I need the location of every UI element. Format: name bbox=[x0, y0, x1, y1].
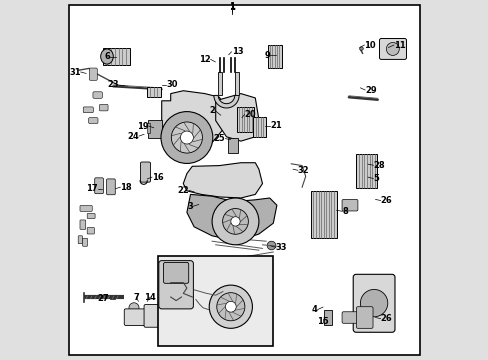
Text: 32: 32 bbox=[297, 166, 309, 175]
Text: 24: 24 bbox=[127, 132, 139, 141]
FancyBboxPatch shape bbox=[106, 179, 115, 195]
Bar bbox=[356, 154, 377, 188]
Text: 5: 5 bbox=[373, 174, 379, 183]
Text: 28: 28 bbox=[373, 161, 384, 170]
Text: 14: 14 bbox=[144, 292, 156, 302]
FancyBboxPatch shape bbox=[379, 39, 406, 59]
Circle shape bbox=[212, 198, 258, 245]
Text: 3: 3 bbox=[187, 202, 193, 211]
Circle shape bbox=[386, 42, 399, 55]
Bar bbox=[158, 256, 273, 346]
Bar bbox=[323, 310, 331, 325]
FancyBboxPatch shape bbox=[352, 274, 394, 332]
Text: 13: 13 bbox=[231, 48, 243, 57]
FancyBboxPatch shape bbox=[99, 104, 108, 111]
Text: 4: 4 bbox=[311, 305, 317, 314]
FancyBboxPatch shape bbox=[89, 68, 97, 80]
Circle shape bbox=[266, 241, 275, 250]
Ellipse shape bbox=[101, 49, 113, 64]
Text: 10: 10 bbox=[364, 41, 375, 50]
Text: 22: 22 bbox=[177, 186, 189, 195]
FancyBboxPatch shape bbox=[124, 309, 145, 325]
FancyBboxPatch shape bbox=[88, 118, 98, 123]
FancyBboxPatch shape bbox=[163, 262, 188, 283]
Bar bbox=[103, 48, 130, 65]
Bar bbox=[227, 138, 238, 153]
FancyBboxPatch shape bbox=[144, 305, 159, 327]
Circle shape bbox=[129, 303, 139, 313]
FancyBboxPatch shape bbox=[82, 238, 87, 246]
Bar bbox=[234, 72, 239, 95]
Circle shape bbox=[360, 289, 387, 317]
Text: 1: 1 bbox=[229, 2, 235, 11]
Text: 7: 7 bbox=[133, 292, 139, 302]
Text: 1: 1 bbox=[229, 3, 235, 12]
Text: 18: 18 bbox=[120, 183, 132, 192]
Text: 33: 33 bbox=[275, 243, 287, 252]
Text: 16: 16 bbox=[152, 173, 163, 182]
Circle shape bbox=[171, 122, 202, 153]
FancyBboxPatch shape bbox=[87, 228, 94, 234]
Text: 19: 19 bbox=[137, 122, 148, 131]
Text: 6: 6 bbox=[104, 52, 110, 61]
Text: 20: 20 bbox=[244, 110, 256, 119]
Text: 21: 21 bbox=[269, 121, 281, 130]
Text: 26: 26 bbox=[380, 196, 391, 205]
Bar bbox=[146, 123, 150, 133]
Text: 31: 31 bbox=[69, 68, 81, 77]
Text: 12: 12 bbox=[199, 55, 210, 64]
Text: 11: 11 bbox=[393, 41, 405, 50]
FancyBboxPatch shape bbox=[342, 312, 357, 323]
Text: 15: 15 bbox=[316, 318, 328, 327]
Text: 17: 17 bbox=[86, 184, 98, 193]
Text: 29: 29 bbox=[365, 86, 376, 95]
Circle shape bbox=[225, 301, 236, 312]
Circle shape bbox=[180, 131, 193, 144]
FancyBboxPatch shape bbox=[78, 236, 82, 244]
Bar bbox=[146, 87, 161, 97]
Polygon shape bbox=[213, 95, 239, 108]
FancyBboxPatch shape bbox=[356, 307, 372, 328]
Bar bbox=[310, 191, 336, 238]
FancyBboxPatch shape bbox=[87, 213, 95, 219]
Bar bbox=[253, 117, 265, 136]
Bar bbox=[218, 72, 222, 95]
Text: 27: 27 bbox=[98, 294, 109, 303]
Circle shape bbox=[222, 208, 248, 234]
Bar bbox=[148, 120, 162, 138]
FancyBboxPatch shape bbox=[80, 220, 85, 229]
FancyBboxPatch shape bbox=[342, 199, 357, 211]
FancyBboxPatch shape bbox=[95, 178, 103, 194]
Circle shape bbox=[161, 112, 212, 163]
Circle shape bbox=[209, 285, 252, 328]
Text: 2: 2 bbox=[209, 106, 215, 115]
Text: 26: 26 bbox=[380, 314, 391, 323]
Circle shape bbox=[359, 47, 363, 50]
Text: 23: 23 bbox=[107, 81, 119, 90]
FancyBboxPatch shape bbox=[159, 261, 193, 309]
Polygon shape bbox=[215, 94, 258, 141]
FancyBboxPatch shape bbox=[83, 107, 93, 113]
Text: 30: 30 bbox=[166, 81, 178, 90]
Text: 9: 9 bbox=[264, 51, 270, 60]
Polygon shape bbox=[162, 91, 226, 158]
Text: 25: 25 bbox=[213, 134, 225, 143]
Bar bbox=[267, 45, 281, 68]
Bar bbox=[237, 107, 254, 132]
Circle shape bbox=[216, 293, 244, 321]
Polygon shape bbox=[186, 194, 276, 241]
FancyBboxPatch shape bbox=[80, 206, 92, 211]
Polygon shape bbox=[183, 163, 262, 198]
FancyBboxPatch shape bbox=[140, 162, 150, 182]
Text: 8: 8 bbox=[342, 207, 347, 216]
Circle shape bbox=[230, 217, 240, 226]
FancyBboxPatch shape bbox=[93, 92, 102, 98]
